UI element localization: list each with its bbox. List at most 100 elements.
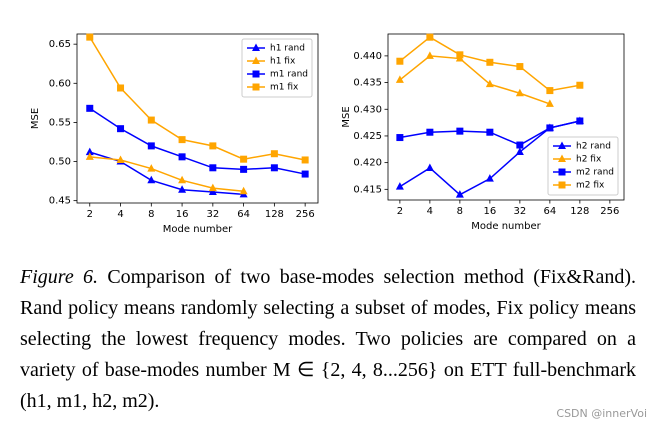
- marker: [270, 150, 278, 158]
- series-line: [89, 107, 306, 175]
- marker: [301, 156, 309, 164]
- marker: [558, 168, 566, 176]
- marker: [117, 125, 125, 133]
- y-tick-label: 0.435: [353, 78, 382, 89]
- marker: [85, 147, 94, 156]
- marker: [252, 43, 260, 51]
- legend-label: h2 fix: [576, 155, 602, 165]
- x-tick-label: 128: [265, 209, 284, 220]
- series-line: [89, 156, 244, 193]
- x-tick-label: 8: [457, 206, 463, 217]
- legend-box: [241, 38, 313, 98]
- marker: [209, 142, 217, 150]
- marker: [147, 116, 155, 124]
- y-tick-label: 0.440: [353, 51, 382, 62]
- marker: [558, 181, 566, 189]
- x-tick-label: 4: [117, 209, 123, 220]
- marker: [485, 174, 494, 182]
- marker: [455, 190, 464, 198]
- marker: [86, 104, 94, 112]
- marker: [116, 155, 125, 163]
- marker: [252, 83, 260, 91]
- x-tick-label: 32: [513, 206, 526, 217]
- marker: [576, 81, 584, 89]
- marker: [426, 128, 434, 136]
- series-line: [89, 36, 306, 161]
- x-tick-label: 256: [600, 206, 619, 217]
- marker: [240, 165, 248, 173]
- marker: [252, 56, 260, 64]
- marker: [425, 163, 434, 171]
- x-tick-label: 16: [483, 206, 496, 217]
- marker: [178, 175, 187, 184]
- x-tick-label: 64: [543, 206, 556, 217]
- x-tick-label: 32: [206, 209, 219, 220]
- marker: [147, 142, 155, 150]
- marker: [545, 99, 554, 107]
- marker: [546, 87, 554, 95]
- marker: [558, 141, 566, 149]
- y-tick-label: 0.430: [353, 104, 382, 115]
- marker: [486, 128, 494, 136]
- marker: [117, 84, 125, 92]
- x-tick-label: 2: [397, 206, 403, 217]
- marker: [395, 75, 404, 83]
- caption-text: Comparison of two base-modes selection m…: [20, 266, 636, 412]
- marker: [178, 136, 186, 144]
- marker: [396, 57, 404, 65]
- marker: [426, 33, 434, 41]
- y-tick-label: 0.420: [353, 158, 382, 169]
- marker: [485, 79, 494, 88]
- charts: 2 4 8 16 32 64 128 256 0.45 0.50 0.55 0.60 0.65 Mode …: [30, 33, 625, 235]
- caption-label: Figure 6.: [20, 266, 99, 288]
- legend-label: m1 fix: [270, 83, 299, 93]
- legend-label: m1 rand: [270, 70, 308, 80]
- x-tick-label: 2: [87, 209, 93, 220]
- x-axis-label: Mode number: [471, 221, 541, 232]
- legend-box: [547, 136, 619, 196]
- marker: [270, 164, 278, 172]
- y-axis-label: MSE: [30, 108, 41, 129]
- x-tick-label: 64: [237, 209, 250, 220]
- x-tick-label: 4: [427, 206, 433, 217]
- marker: [209, 164, 217, 172]
- series-line: [399, 55, 551, 105]
- x-axis-label: Mode number: [163, 224, 233, 235]
- marker: [178, 153, 186, 161]
- marker: [395, 182, 404, 190]
- legend-label: h1 rand: [270, 44, 305, 54]
- y-tick-label: 0.55: [49, 117, 71, 128]
- y-tick-label: 0.50: [49, 157, 71, 168]
- y-axis-label: MSE: [341, 106, 352, 127]
- marker: [178, 185, 187, 193]
- marker: [515, 88, 524, 97]
- x-tick-label: 128: [570, 206, 589, 217]
- marker: [515, 147, 524, 155]
- marker: [456, 127, 464, 135]
- marker: [516, 63, 524, 71]
- marker: [456, 51, 464, 59]
- marker: [516, 141, 524, 149]
- legend-label: m2 fix: [576, 181, 605, 191]
- legend-label: h2 rand: [576, 142, 611, 152]
- marker: [86, 33, 94, 41]
- marker: [301, 170, 309, 178]
- x-tick-label: 256: [296, 209, 315, 220]
- marker: [147, 164, 156, 172]
- marker: [558, 154, 566, 162]
- marker: [425, 51, 434, 59]
- marker: [486, 58, 494, 66]
- y-tick-label: 0.415: [353, 184, 382, 195]
- marker: [576, 117, 584, 125]
- plot-frame: [387, 33, 625, 201]
- plot-frame: [76, 33, 319, 204]
- marker: [546, 124, 554, 132]
- y-tick-label: 0.425: [353, 131, 382, 142]
- marker: [208, 183, 217, 192]
- marker: [208, 187, 217, 196]
- y-tick-label: 0.45: [49, 196, 71, 207]
- caption: Figure 6. Comparison of two base-modes s…: [20, 262, 636, 417]
- legend-label: m2 rand: [576, 168, 614, 178]
- x-tick-label: 16: [176, 209, 189, 220]
